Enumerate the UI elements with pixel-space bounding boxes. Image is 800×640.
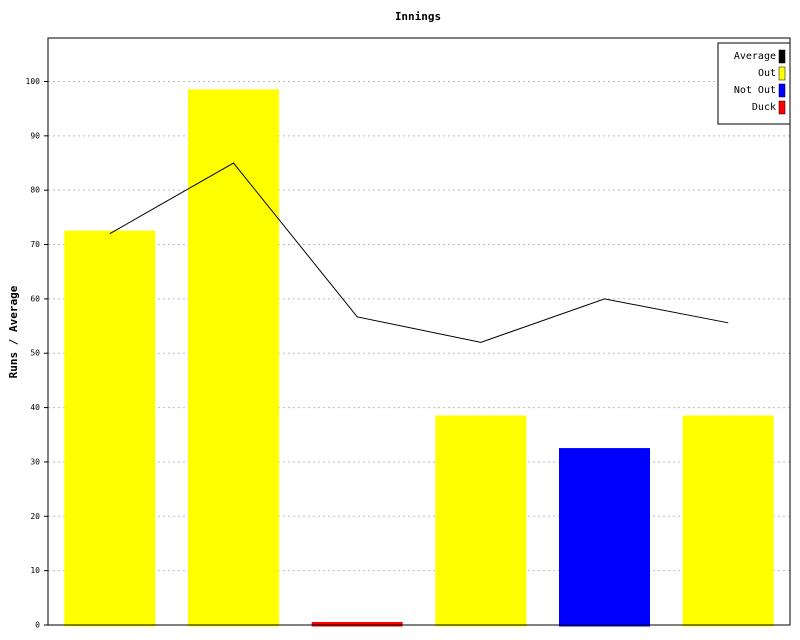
legend-label: Out [758,68,776,79]
bar [435,415,527,627]
average-line [109,162,729,343]
y-tick-label: 30 [30,457,40,466]
plot-frame [47,37,791,626]
y-tick-label: 60 [30,294,40,303]
bar [682,415,774,627]
legend-label: Average [734,51,776,62]
y-tick-label: 20 [30,512,40,521]
y-tick-label: 0 [35,621,40,630]
y-tick-label: 100 [26,77,41,86]
y-tick-label: 70 [30,240,40,249]
legend-box [717,42,791,125]
legend-swatch [778,66,786,81]
legend-label: Duck [752,102,776,113]
bar [559,448,650,627]
y-tick-label: 40 [30,403,40,412]
bar [188,89,279,627]
y-tick-label: 50 [30,349,40,358]
legend-swatch [778,83,786,98]
legend-swatch [778,49,786,64]
chart-title: Innings [395,10,441,23]
legend-label: Not Out [734,85,776,96]
legend: Average Out Not Out Duck [717,42,791,125]
bar [64,230,156,627]
y-tick-label: 10 [30,566,40,575]
y-tick-label: 80 [30,186,40,195]
y-axis-label: Runs / Average [7,285,20,378]
legend-swatch [778,100,786,115]
y-tick-label: 90 [30,131,40,140]
